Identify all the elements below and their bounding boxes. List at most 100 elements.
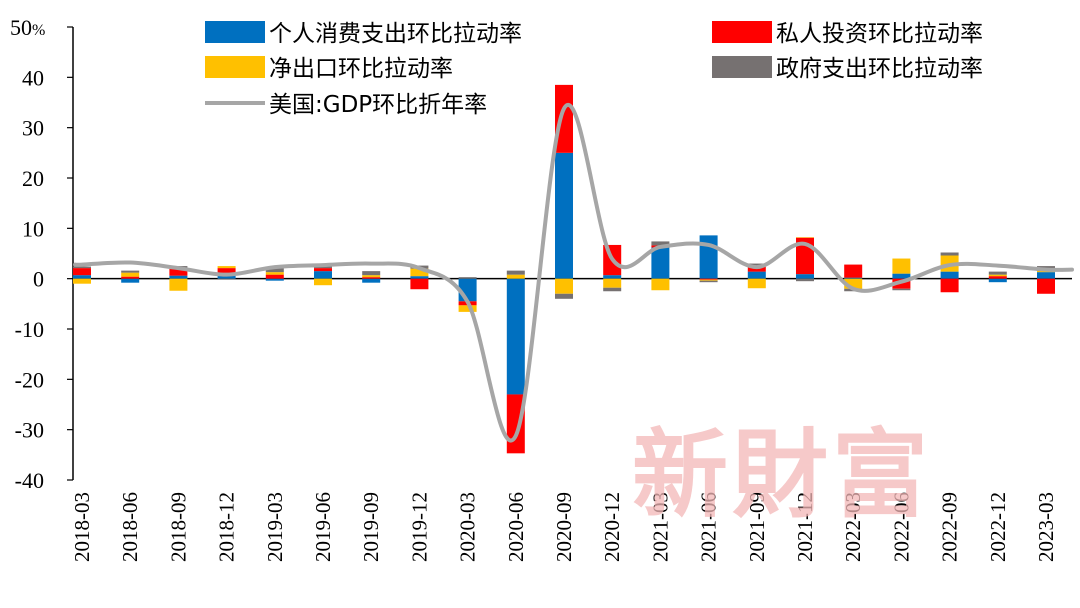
bar-segment xyxy=(988,276,1007,279)
x-tick-label: 2023-03 xyxy=(1034,492,1058,562)
y-tick-label: -30 xyxy=(15,418,44,443)
x-tick-label: 2020-09 xyxy=(552,492,576,562)
bar-segment xyxy=(603,278,622,288)
x-tick-label: 2018-03 xyxy=(70,492,94,562)
y-tick-label: 10 xyxy=(22,216,44,241)
x-tick-label: 2021-09 xyxy=(745,492,769,562)
y-unit-label: % xyxy=(32,22,45,39)
gdp-line-path xyxy=(73,103,1074,443)
y-tick-label: -20 xyxy=(15,367,44,392)
bar-segment xyxy=(603,275,622,279)
legend-label: 净出口环比拉动率 xyxy=(269,56,453,82)
bar-segment xyxy=(699,280,718,283)
x-tick-label: 2020-06 xyxy=(504,492,528,562)
bar-segment xyxy=(121,276,140,279)
watermark: 新財富 xyxy=(632,418,932,531)
bar-segment xyxy=(265,274,284,279)
bar-segment xyxy=(73,278,91,284)
bar-segment xyxy=(651,278,670,291)
x-tick-label: 2021-03 xyxy=(648,492,672,562)
bar-segment xyxy=(217,278,236,280)
bar-segment xyxy=(1037,278,1055,294)
legend-swatch xyxy=(205,56,265,78)
x-tick-label: 2019-09 xyxy=(359,492,383,562)
bar-segment xyxy=(892,273,911,279)
bar-segment xyxy=(892,288,911,291)
y-tick-label: -10 xyxy=(15,317,44,342)
bar-segment xyxy=(410,268,429,277)
bar-segment xyxy=(265,278,284,281)
bar-segment xyxy=(940,271,959,279)
bar-segment xyxy=(506,274,525,279)
bar-segment xyxy=(796,278,814,282)
bar-segment xyxy=(747,263,766,267)
bar-segment xyxy=(747,266,766,272)
bar-segment xyxy=(265,268,284,273)
y-axis: -40 -30 -20 -10 0 10 20 30 40 50% xyxy=(10,15,74,493)
bar-segment xyxy=(555,278,573,294)
bar-segment xyxy=(362,271,381,276)
bar-segment xyxy=(362,277,381,279)
legend-swatch xyxy=(205,21,265,43)
bar-segment xyxy=(506,278,525,395)
bar-segment xyxy=(796,237,814,238)
bar-segment xyxy=(988,278,1007,283)
bar-segment xyxy=(314,278,332,286)
bar-segment xyxy=(844,264,863,278)
bar-segment xyxy=(362,278,381,283)
x-tick-label: 2019-12 xyxy=(407,492,431,562)
bar-segment xyxy=(844,278,863,289)
x-tick-label: 2020-03 xyxy=(456,492,480,562)
bars xyxy=(73,84,1055,454)
bar-segment xyxy=(988,271,1007,275)
x-tick-label: 2022-09 xyxy=(938,492,962,562)
bar-segment xyxy=(458,305,477,312)
bar-segment xyxy=(217,266,236,269)
bar-segment xyxy=(796,274,814,279)
bar-segment xyxy=(699,279,718,281)
bar-segment xyxy=(651,247,670,279)
x-tick-label: 2018-06 xyxy=(118,492,142,562)
bar-segment xyxy=(1037,272,1055,279)
bar-segment xyxy=(892,258,911,274)
bar-segment xyxy=(265,272,284,275)
bar-segment xyxy=(314,268,332,272)
legend-swatch xyxy=(712,21,772,43)
bar-segment xyxy=(555,84,573,153)
legend-label: 美国:GDP环比折年率 xyxy=(269,92,487,118)
bar-segment xyxy=(699,235,718,279)
x-tick-label: 2019-03 xyxy=(263,492,287,562)
x-tick-label: 2022-06 xyxy=(889,492,913,562)
x-tick-label: 2022-03 xyxy=(841,492,865,562)
x-tick-label: 2020-12 xyxy=(600,492,624,562)
y-tick-label: 30 xyxy=(22,116,44,141)
gdp-line xyxy=(73,103,1074,443)
bar-segment xyxy=(844,277,863,279)
x-axis: 2018-03 2018-06 2018-09 2018-12 2019-03 2019-… xyxy=(70,277,1072,562)
bar-segment xyxy=(73,275,91,279)
bar-segment xyxy=(940,252,959,256)
legend-swatch xyxy=(712,56,772,78)
bar-segment xyxy=(988,274,1007,277)
bar-segment xyxy=(506,270,525,275)
bar-segment xyxy=(651,241,670,246)
bar-segment xyxy=(555,152,573,279)
bar-segment xyxy=(699,278,718,280)
bar-segment xyxy=(603,287,622,292)
bar-segment xyxy=(940,278,959,293)
x-tick-label: 2018-12 xyxy=(215,492,239,562)
bar-segment xyxy=(410,278,429,290)
legend-label: 政府支出环比拉动率 xyxy=(776,56,983,82)
x-tick-label: 2021-06 xyxy=(697,492,721,562)
y-tick-label: 0 xyxy=(33,267,44,292)
x-tick-label: 2021-12 xyxy=(793,492,817,562)
bar-segment xyxy=(121,272,140,277)
bar-segment xyxy=(121,278,140,283)
bar-segment xyxy=(217,268,236,275)
bar-segment xyxy=(73,268,91,276)
bar-segment xyxy=(747,271,766,279)
bar-segment xyxy=(73,266,91,269)
